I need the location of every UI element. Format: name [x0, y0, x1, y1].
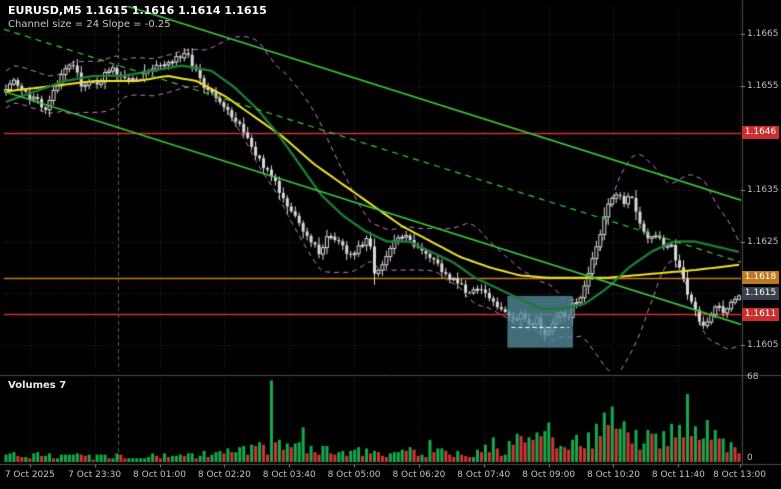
chart-header: EURUSD,M5 1.1615 1.1616 1.1614 1.1615 — [8, 4, 267, 17]
time-tick-label: 8 Oct 05:00 — [327, 470, 381, 480]
time-tick-label: 8 Oct 10:20 — [587, 470, 640, 480]
price-level-badge: 1.1646 — [742, 126, 779, 140]
time-tick-label: 8 Oct 01:00 — [133, 470, 186, 480]
time-tick-label: 8 Oct 11:40 — [651, 470, 705, 480]
price-tick-label: 1.1635 — [747, 184, 779, 195]
channel-indicator-label: Channel size = 24 Slope = -0.25 — [8, 19, 171, 30]
price-level-badge: 1.1615 — [742, 286, 779, 300]
time-tick-label: 7 Oct 23:30 — [68, 470, 122, 480]
price-tick-label: 1.1625 — [747, 236, 779, 247]
price-tick-label: 1.1605 — [747, 340, 779, 351]
volume-axis-max-label: 68 — [747, 372, 759, 382]
time-tick-label: 8 Oct 07:40 — [457, 470, 511, 480]
price-tick-label: 1.1655 — [747, 81, 779, 92]
price-axis[interactable]: 1.1665 1.1655 1.1635 1.1625 1.1605 1.1646 1.16… — [742, 0, 781, 466]
price-tick-label: 1.1665 — [747, 29, 779, 40]
time-tick-label: 8 Oct 13:00 — [713, 470, 766, 480]
time-axis[interactable]: 7 Oct 2025 7 Oct 23:30 8 Oct 01:00 8 Oct 02… — [0, 466, 781, 489]
ohlc-readout: 1.1615 1.1616 1.1614 1.1615 — [85, 4, 267, 17]
time-tick-label: 8 Oct 09:00 — [522, 470, 576, 480]
time-tick-label: 8 Oct 06:20 — [392, 470, 446, 480]
time-tick-label: 7 Oct 2025 — [4, 470, 55, 480]
symbol-timeframe-label: EURUSD,M5 — [8, 4, 82, 17]
price-level-badge: 1.1611 — [742, 307, 779, 321]
volume-axis-min-label: 0 — [747, 453, 753, 463]
volumes-indicator-label: Volumes 7 — [8, 380, 67, 391]
price-level-badge: 1.1618 — [742, 271, 779, 285]
time-tick-label: 8 Oct 03:40 — [262, 470, 316, 480]
time-tick-label: 8 Oct 02:20 — [197, 470, 251, 480]
